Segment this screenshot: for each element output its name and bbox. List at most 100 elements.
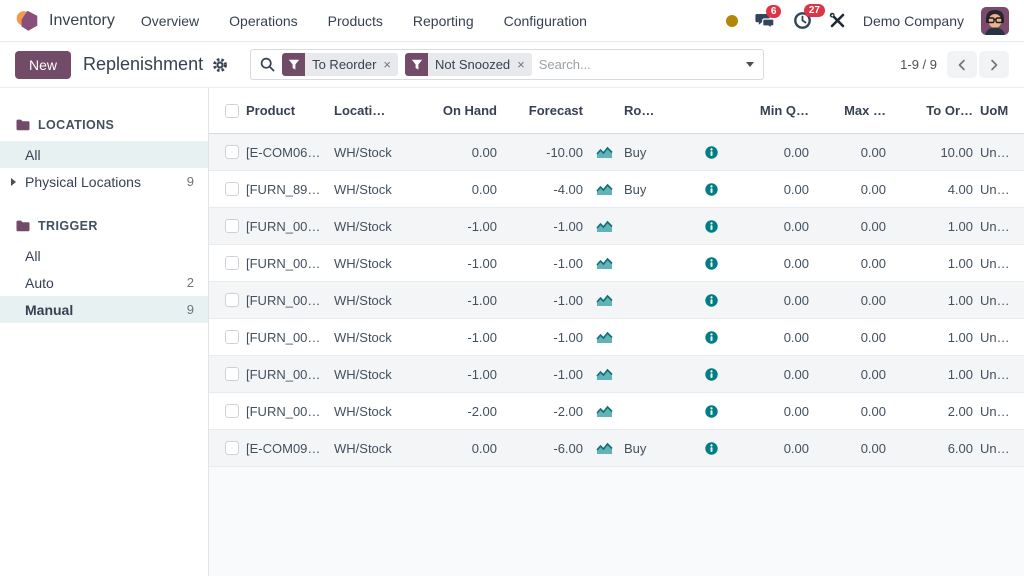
col-header-location[interactable]: Locati… [334, 103, 386, 118]
nav-menu-item[interactable]: Reporting [412, 12, 474, 29]
replenishment-info-button[interactable] [696, 404, 726, 418]
col-header-on-hand[interactable]: On Hand [442, 103, 497, 118]
replenishment-info-button[interactable] [696, 145, 726, 159]
forecast-graph-button[interactable] [587, 220, 621, 233]
nav-menu-item[interactable]: Configuration [503, 12, 587, 29]
col-header-min-qty[interactable]: Min Q… [759, 103, 809, 118]
app-switcher[interactable]: Inventory [15, 8, 115, 33]
row-checkbox[interactable] [224, 367, 239, 381]
cell-max-qty: 0.00 [860, 292, 886, 308]
forecast-graph-button[interactable] [587, 294, 621, 307]
row-checkbox[interactable] [224, 182, 239, 196]
nav-menu-item[interactable]: Operations [229, 12, 298, 29]
nav-menu-item[interactable]: Products [327, 12, 383, 29]
nav-menu-item[interactable]: Overview [140, 12, 200, 29]
cell-on-hand: -1.00 [467, 255, 497, 271]
cell-to-order: 4.00 [947, 181, 973, 197]
sidebar-item-count: 2 [186, 275, 194, 290]
row-checkbox[interactable] [224, 330, 239, 344]
forecast-graph-button[interactable] [587, 331, 621, 344]
table-row[interactable]: [FURN_89… WH/Stock 0.00 -4.00 Buy [209, 171, 1024, 208]
col-header-uom[interactable]: UoM [980, 103, 1009, 118]
forecast-graph-button[interactable] [587, 405, 621, 418]
messages-button[interactable]: 6 [755, 4, 782, 30]
replenishment-info-button[interactable] [696, 219, 726, 233]
replenishment-info-button[interactable] [696, 293, 726, 307]
cell-product: [FURN_00… [246, 218, 321, 234]
cell-location: WH/Stock [334, 440, 392, 456]
cell-uom: Un… [980, 255, 1010, 271]
expand-caret-icon[interactable] [11, 177, 16, 186]
sidebar-item-label: Physical Locations [25, 173, 141, 190]
table-row[interactable]: [FURN_00… WH/Stock -1.00 -1.00 [209, 208, 1024, 245]
col-header-to-order[interactable]: To Or… [926, 103, 973, 118]
table-row[interactable]: [E-COM09… WH/Stock 0.00 -6.00 Buy [209, 430, 1024, 467]
user-avatar[interactable] [981, 6, 1009, 35]
replenishment-info-button[interactable] [696, 441, 726, 455]
tools-icon [829, 12, 845, 28]
cell-location: WH/Stock [334, 292, 392, 308]
row-checkbox[interactable] [224, 145, 239, 159]
row-checkbox[interactable] [224, 441, 239, 455]
forecast-graph-button[interactable] [587, 146, 621, 159]
pager-next-button[interactable] [979, 51, 1009, 78]
col-header-forecast[interactable]: Forecast [528, 103, 583, 118]
row-checkbox[interactable] [224, 293, 239, 307]
cell-location: WH/Stock [334, 144, 392, 160]
page-title: Replenishment [83, 54, 204, 74]
table-row[interactable]: [FURN_00… WH/Stock -2.00 -2.00 [209, 393, 1024, 430]
debug-tools-button[interactable] [829, 12, 846, 29]
cell-uom: Un… [980, 181, 1010, 197]
cell-on-hand: -1.00 [467, 329, 497, 345]
table-row[interactable]: [FURN_00… WH/Stock -1.00 -1.00 [209, 356, 1024, 393]
status-dot-icon[interactable] [725, 14, 738, 27]
table-row[interactable]: [FURN_00… WH/Stock -1.00 -1.00 [209, 319, 1024, 356]
sidebar-item[interactable]: All [0, 242, 208, 269]
col-header-max-qty[interactable]: Max … [844, 103, 886, 118]
trigger-section-header: TRIGGER [0, 215, 208, 237]
table-body: [E-COM06… WH/Stock 0.00 -10.00 Buy [209, 134, 1024, 467]
facet-remove-icon[interactable]: × [517, 57, 525, 72]
facet-remove-icon[interactable]: × [383, 57, 391, 72]
cell-forecast: -1.00 [553, 255, 583, 271]
forecast-graph-button[interactable] [587, 368, 621, 381]
sidebar-item[interactable]: Auto 2 [0, 269, 208, 296]
forecast-graph-button[interactable] [587, 442, 621, 455]
search-bar[interactable]: To Reorder × Not Snoozed × [250, 49, 765, 80]
company-name[interactable]: Demo Company [862, 12, 964, 29]
cell-uom: Un… [980, 403, 1010, 419]
row-checkbox[interactable] [224, 404, 239, 418]
col-header-product[interactable]: Product [246, 103, 296, 118]
table-row[interactable]: [FURN_00… WH/Stock -1.00 -1.00 [209, 245, 1024, 282]
col-header-route[interactable]: Ro… [624, 103, 655, 118]
cell-product: [FURN_00… [246, 329, 321, 345]
info-circle-icon [704, 293, 718, 307]
table-row[interactable]: [E-COM06… WH/Stock 0.00 -10.00 Buy [209, 134, 1024, 171]
new-button[interactable]: New [15, 50, 72, 79]
table-row[interactable]: [FURN_00… WH/Stock -1.00 -1.00 [209, 282, 1024, 319]
activities-button[interactable]: 27 [793, 4, 825, 30]
sidebar-item[interactable]: Manual 9 [0, 296, 208, 323]
control-panel: New Replenishment [0, 42, 1024, 88]
cell-product: [FURN_89… [246, 181, 321, 197]
forecast-graph-button[interactable] [587, 183, 621, 196]
sidebar-item[interactable]: All [0, 141, 208, 168]
cell-location: WH/Stock [334, 329, 392, 345]
replenishment-info-button[interactable] [696, 330, 726, 344]
cell-on-hand: 0.00 [471, 144, 497, 160]
replenishment-info-button[interactable] [696, 182, 726, 196]
section-title: TRIGGER [38, 219, 98, 233]
cell-product: [E-COM09… [246, 440, 321, 456]
row-checkbox[interactable] [224, 219, 239, 233]
row-checkbox[interactable] [224, 256, 239, 270]
forecast-graph-button[interactable] [587, 257, 621, 270]
search-dropdown-caret-icon[interactable] [746, 62, 755, 67]
pager-previous-button[interactable] [947, 51, 977, 78]
sidebar-item[interactable]: Physical Locations 9 [0, 168, 208, 195]
search-input[interactable] [538, 57, 740, 72]
replenishment-info-button[interactable] [696, 367, 726, 381]
select-all-checkbox[interactable] [224, 103, 239, 118]
view-settings-gear-icon[interactable] [212, 57, 228, 73]
replenishment-info-button[interactable] [696, 256, 726, 270]
cell-on-hand: 0.00 [471, 440, 497, 456]
